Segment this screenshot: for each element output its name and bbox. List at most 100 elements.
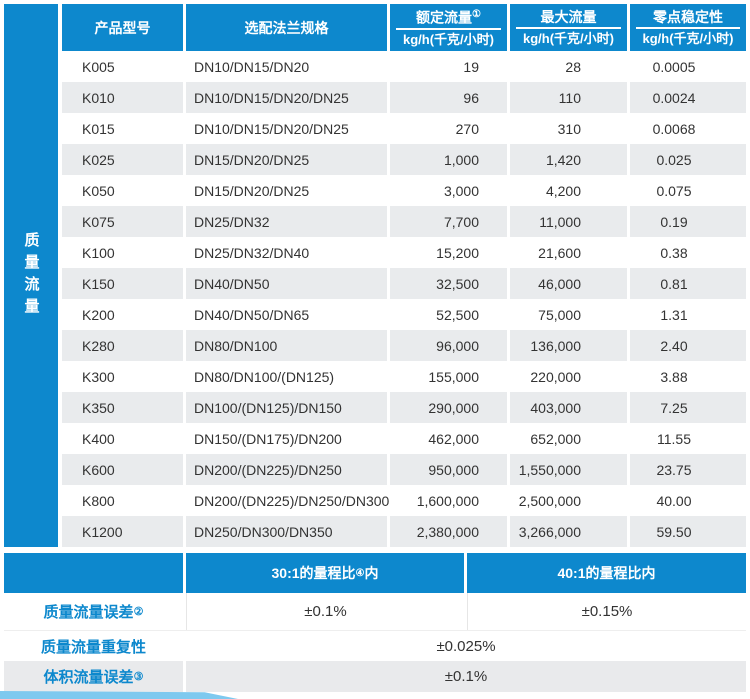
cell-flange: DN15/DN20/DN25 (186, 144, 387, 175)
cell-max: 136,000 (510, 330, 627, 361)
table-row: K010 DN10/DN15/DN20/DN25 96 110 0.0024 (62, 82, 746, 113)
mass-flow-error-text: 质量流量误差 (43, 604, 134, 621)
cell-max: 11,000 (510, 206, 627, 237)
cell-rated: 462,000 (390, 423, 507, 454)
cell-flange: DN10/DN15/DN20 (186, 51, 387, 82)
cell-zero: 0.0068 (630, 113, 746, 144)
footnote-2-marker: ② (133, 606, 144, 618)
table-row: K150 DN40/DN50 32,500 46,000 0.81 (62, 268, 746, 299)
cell-max: 1,550,000 (510, 454, 627, 485)
table-row: K200 DN40/DN50/DN65 52,500 75,000 1.31 (62, 299, 746, 330)
fraction-line (636, 26, 740, 29)
cell-zero: 3.88 (630, 361, 746, 392)
cell-flange: DN15/DN20/DN25 (186, 175, 387, 206)
cell-zero: 0.0005 (630, 51, 746, 82)
cell-rated: 96,000 (390, 330, 507, 361)
cell-model: K1200 (62, 516, 183, 547)
cell-flange: DN25/DN32 (186, 206, 387, 237)
max-unit: kg/h(千克/小时) (523, 30, 614, 46)
table-row: K400 DN150/(DN175)/DN200 462,000 652,000 11.… (62, 423, 746, 454)
turndown-30-header: 30:1的量程比 ④ 内 (186, 553, 464, 593)
mass-flow-error-30: ±0.1% (186, 593, 464, 630)
cell-model: K200 (62, 299, 183, 330)
cell-model: K280 (62, 330, 183, 361)
cell-rated: 52,500 (390, 299, 507, 330)
volume-flow-error-text: 体积流量误差 (43, 669, 134, 686)
cell-max: 652,000 (510, 423, 627, 454)
cell-max: 110 (510, 82, 627, 113)
repeatability-row: 质量流量重复性 ±0.025% (4, 630, 746, 661)
cell-zero: 1.31 (630, 299, 746, 330)
cell-model: K400 (62, 423, 183, 454)
volume-flow-error-label: 体积流量误差 ③ (4, 661, 183, 692)
fraction-line (516, 26, 621, 29)
table-row: K005 DN10/DN15/DN20 19 28 0.0005 (62, 51, 746, 82)
cell-model: K050 (62, 175, 183, 206)
cell-model: K005 (62, 51, 183, 82)
cell-zero: 0.81 (630, 268, 746, 299)
accuracy-header-row: 30:1的量程比 ④ 内 40:1的量程比内 (4, 553, 746, 593)
table-row: K350 DN100/(DN125)/DN150 290,000 403,000 7.2… (62, 392, 746, 423)
turndown-30-text: 30:1的量程比 (271, 565, 356, 581)
cell-flange: DN80/DN100 (186, 330, 387, 361)
category-band: 质量流量 (4, 4, 58, 547)
table-row: K300 DN80/DN100/(DN125) 155,000 220,000 3.88 (62, 361, 746, 392)
turndown-30-suffix: 内 (364, 565, 379, 581)
turndown-40-header: 40:1的量程比内 (467, 553, 746, 593)
cell-zero: 0.19 (630, 206, 746, 237)
cell-model: K100 (62, 237, 183, 268)
spec-table: 产品型号 选配法兰规格 额定流量① kg/h(千克/小时) 最大流量 kg/h(… (62, 4, 746, 547)
cell-model: K600 (62, 454, 183, 485)
cell-flange: DN80/DN100/(DN125) (186, 361, 387, 392)
cell-max: 3,266,000 (510, 516, 627, 547)
cell-rated: 19 (390, 51, 507, 82)
rated-title-text: 额定流量 (416, 9, 473, 26)
cell-flange: DN10/DN15/DN20/DN25 (186, 113, 387, 144)
cell-model: K025 (62, 144, 183, 175)
footnote-3-marker: ③ (133, 671, 144, 683)
table-row: K800 DN200/(DN225)/DN250/DN300 1,600,000 2,… (62, 485, 746, 516)
cell-max: 21,600 (510, 237, 627, 268)
zero-title: 零点稳定性 (653, 8, 723, 25)
table-row: K100 DN25/DN32/DN40 15,200 21,600 0.38 (62, 237, 746, 268)
repeatability-label: 质量流量重复性 (4, 631, 183, 661)
fraction-line (396, 27, 501, 30)
cell-model: K010 (62, 82, 183, 113)
cell-flange: DN40/DN50/DN65 (186, 299, 387, 330)
mass-flow-error-40: ±0.15% (467, 593, 746, 630)
cell-rated: 155,000 (390, 361, 507, 392)
cell-model: K015 (62, 113, 183, 144)
table-row: K1200 DN250/DN300/DN350 2,380,000 3,266,000… (62, 516, 746, 547)
accuracy-header-blank (4, 553, 183, 593)
cell-flange: DN200/(DN225)/DN250/DN300 (186, 485, 389, 516)
cell-rated: 950,000 (390, 454, 507, 485)
cell-max: 310 (510, 113, 627, 144)
cell-model: K300 (62, 361, 183, 392)
cell-flange: DN40/DN50 (186, 268, 387, 299)
repeatability-value: ±0.025% (186, 631, 746, 661)
volume-flow-error-row: 体积流量误差 ③ ±0.1% (4, 661, 746, 692)
cell-rated: 7,700 (390, 206, 507, 237)
cell-max: 46,000 (510, 268, 627, 299)
column-header-flange: 选配法兰规格 (186, 4, 387, 51)
cell-rated: 270 (390, 113, 507, 144)
cell-zero: 7.25 (630, 392, 746, 423)
cell-rated: 1,000 (390, 144, 507, 175)
category-label: 质量流量 (22, 231, 40, 320)
cell-zero: 0.075 (630, 175, 746, 206)
cell-rated: 96 (390, 82, 507, 113)
cell-zero: 0.025 (630, 144, 746, 175)
cell-rated: 15,200 (390, 237, 507, 268)
rated-unit: kg/h(千克/小时) (403, 31, 494, 47)
table-row: K280 DN80/DN100 96,000 136,000 2.40 (62, 330, 746, 361)
cell-rated: 2,380,000 (390, 516, 507, 547)
cell-flange: DN25/DN32/DN40 (186, 237, 387, 268)
cell-max: 220,000 (510, 361, 627, 392)
footnote-1-marker: ① (472, 9, 481, 21)
max-title: 最大流量 (540, 8, 597, 25)
cell-flange: DN200/(DN225)/DN250 (186, 454, 387, 485)
mass-flow-error-label: 质量流量误差 ② (4, 593, 183, 630)
cell-rated: 1,600,000 (390, 485, 507, 516)
table-body: K005 DN10/DN15/DN20 19 28 0.0005 K010 DN10/DN1… (62, 51, 746, 547)
cell-flange: DN10/DN15/DN20/DN25 (186, 82, 387, 113)
